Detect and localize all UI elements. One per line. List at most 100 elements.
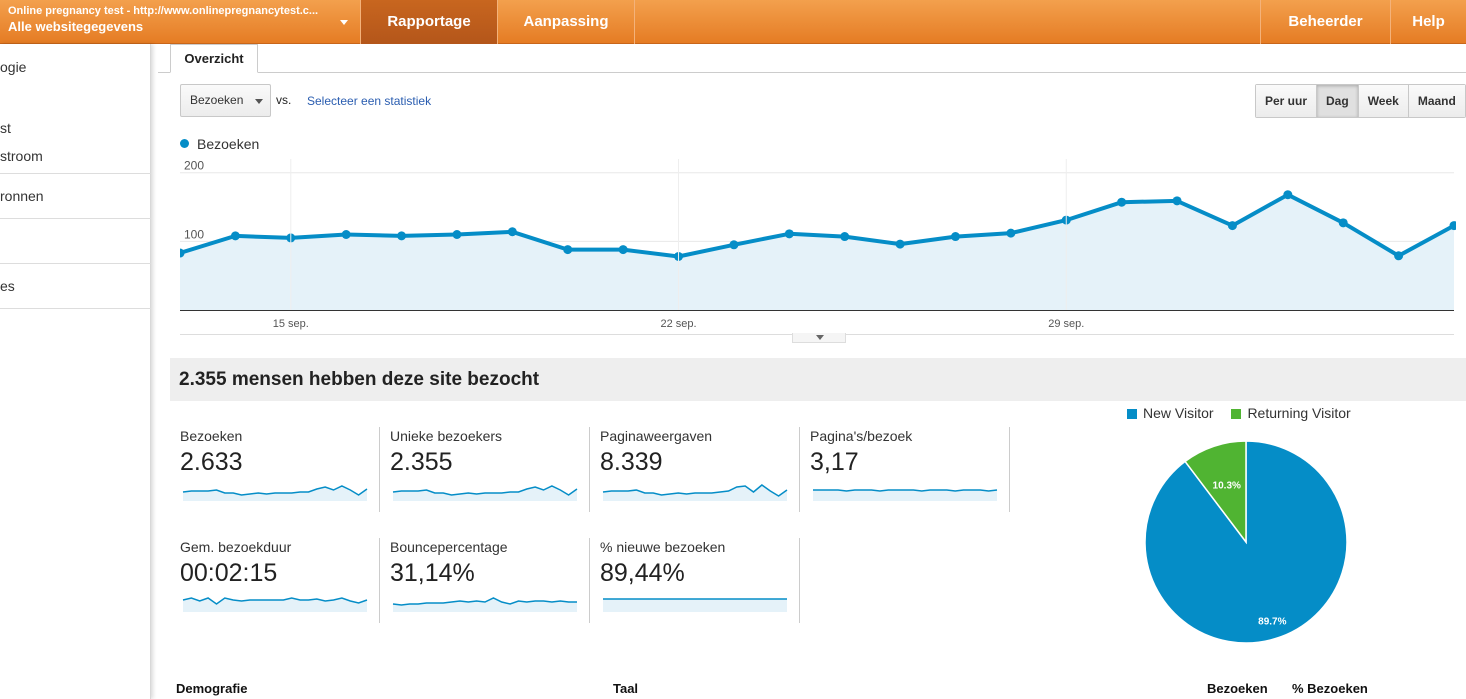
tab-rapportage[interactable]: Rapportage — [360, 0, 497, 44]
legend-swatch-icon — [1231, 409, 1242, 419]
legend-new-visitor: New Visitor — [1143, 405, 1214, 421]
pie-slice-label: 10.3% — [1213, 481, 1241, 492]
metric-value: 31,14% — [390, 559, 475, 587]
sparkline-line — [182, 597, 368, 605]
metric-card[interactable]: Bouncepercentage 31,14% — [390, 539, 590, 624]
metric-select[interactable]: Bezoeken — [180, 84, 271, 117]
dag-button[interactable]: Dag — [1316, 85, 1358, 117]
column-header-pct-bezoeken[interactable]: % Bezoeken — [1292, 681, 1368, 696]
metric-value: 2.633 — [180, 448, 243, 476]
sparkline-line — [602, 484, 788, 497]
metric-label: Pagina's/bezoek — [810, 428, 913, 444]
account-selector[interactable]: Online pregnancy test - http://www.onlin… — [0, 0, 360, 44]
data-point — [729, 240, 739, 250]
column-header-bezoeken[interactable]: Bezoeken — [1207, 681, 1268, 696]
pie-slice — [1184, 440, 1247, 545]
data-point — [895, 239, 905, 249]
data-point — [618, 245, 628, 255]
metric-sparkline — [813, 489, 998, 501]
sparkline-line — [182, 485, 368, 496]
legend-label: Bezoeken — [197, 136, 260, 152]
metric-card[interactable]: Paginaweergaven 8.339 — [600, 428, 800, 513]
maand-button[interactable]: Maand — [1407, 85, 1465, 117]
legend-returning-visitor: Returning Visitor — [1247, 405, 1351, 421]
column-header-taal: Taal — [613, 681, 639, 696]
pie-legend: New Visitor Returning Visitor — [1127, 405, 1351, 421]
metric-label: Bouncepercentage — [390, 539, 508, 555]
sidebar-divider — [0, 308, 151, 309]
metric-card[interactable]: Gem. bezoekduur 00:02:15 — [180, 539, 380, 624]
metric-label: Bezoeken — [180, 428, 243, 444]
tab-overzicht[interactable]: Overzicht — [170, 44, 258, 73]
profile-name: Alle websitegegevens — [8, 19, 144, 34]
select-statistic-link[interactable]: Selecteer een statistiek — [307, 94, 432, 108]
visitor-pie-chart[interactable]: 89.7% 10.3% — [1144, 440, 1354, 650]
metric-select-value: Bezoeken — [190, 93, 244, 107]
week-button[interactable]: Week — [1357, 85, 1408, 117]
metric-label: Gem. bezoekduur — [180, 539, 292, 555]
sidebar-item-bezoekersstroom[interactable]: stroom — [0, 148, 43, 164]
metric-sparkline — [182, 597, 368, 612]
tab-help[interactable]: Help — [1390, 0, 1466, 44]
sidebar-divider — [0, 218, 151, 219]
sidebar-divider — [0, 263, 151, 264]
data-point — [452, 230, 462, 239]
visits-line-chart[interactable]: 200 100 15 sep. 22 sep. 29 sep. — [180, 159, 1456, 337]
metric-divider — [799, 427, 800, 512]
data-point — [1283, 190, 1293, 200]
data-point — [784, 229, 794, 239]
sparkline-line — [392, 485, 578, 496]
metric-divider — [1009, 427, 1010, 512]
sidebar-item-test[interactable]: st — [0, 120, 11, 136]
series-line — [180, 192, 1455, 259]
legend-swatch-icon — [1127, 409, 1137, 419]
data-point — [950, 232, 960, 242]
metric-label: Paginaweergaven — [600, 428, 713, 444]
tab-divider — [158, 72, 1466, 73]
data-point — [397, 231, 407, 241]
metric-card[interactable]: Unieke bezoekers 2.355 — [390, 428, 590, 513]
data-point — [840, 232, 850, 242]
sidebar-item-verkeersbronnen[interactable]: ronnen — [0, 188, 44, 204]
metric-value: 3,17 — [810, 448, 859, 476]
series-area — [180, 194, 1454, 310]
metric-value: 00:02:15 — [180, 559, 278, 587]
sidebar-item-conversies[interactable]: es — [0, 278, 15, 294]
column-header-demografie: Demografie — [176, 681, 248, 696]
metric-card[interactable]: Bezoeken 2.633 — [180, 428, 380, 513]
sidebar: ogie st stroom ronnen es — [0, 44, 151, 699]
data-point — [1338, 218, 1348, 228]
tab-beheerder[interactable]: Beheerder — [1260, 0, 1390, 44]
metric-divider — [799, 538, 800, 623]
sparkline-line — [392, 597, 577, 606]
data-point — [1117, 197, 1127, 207]
metric-label: % nieuwe bezoeken — [600, 539, 726, 555]
tab-aanpassing[interactable]: Aanpassing — [497, 0, 635, 44]
legend-dot-icon — [180, 139, 189, 148]
chart-legend: Bezoeken — [180, 136, 259, 152]
y-tick-label: 100 — [184, 227, 204, 241]
sidebar-divider — [0, 173, 151, 174]
data-point — [1449, 221, 1456, 231]
vs-label: vs. — [276, 93, 292, 107]
sparkline-area — [183, 598, 367, 612]
x-tick-label: 15 sep. — [273, 318, 309, 330]
metric-sparkline — [392, 485, 578, 501]
chart-expander[interactable] — [792, 333, 846, 343]
metric-sparkline — [602, 484, 788, 501]
data-point — [341, 230, 351, 239]
x-tick-label: 29 sep. — [1048, 318, 1084, 330]
data-point — [507, 227, 517, 237]
data-point — [230, 231, 240, 241]
metric-value: 8.339 — [600, 448, 663, 476]
per-uur-button[interactable]: Per uur — [1256, 85, 1317, 117]
sidebar-item-technologie[interactable]: ogie — [0, 59, 27, 75]
metric-sparkline — [182, 485, 368, 501]
granularity-buttons: Per uur Dag Week Maand — [1255, 84, 1466, 118]
metric-card[interactable]: Pagina's/bezoek 3,17 — [810, 428, 1010, 513]
sparkline-area — [603, 599, 787, 612]
sparkline-area — [393, 598, 577, 612]
data-point — [1394, 251, 1404, 261]
data-point — [563, 245, 573, 255]
metric-card[interactable]: % nieuwe bezoeken 89,44% — [600, 539, 800, 624]
